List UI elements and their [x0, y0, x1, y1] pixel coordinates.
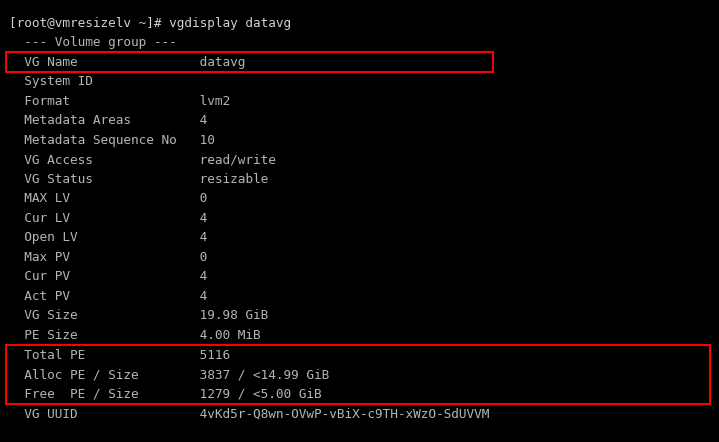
Text: PE Size                4.00 MiB: PE Size 4.00 MiB: [9, 329, 260, 342]
Bar: [6, 345, 710, 404]
Text: VG Status              resizable: VG Status resizable: [9, 173, 268, 186]
Text: VG Name                datavg: VG Name datavg: [9, 56, 245, 69]
Text: VG UUID                4vKd5r-Q8wn-OVwP-vBiX-c9TH-xWzO-SdUVVM: VG UUID 4vKd5r-Q8wn-OVwP-vBiX-c9TH-xWzO-…: [9, 407, 489, 420]
Text: VG Access              read/write: VG Access read/write: [9, 153, 275, 166]
Text: Alloc PE / Size        3837 / <14.99 GiB: Alloc PE / Size 3837 / <14.99 GiB: [9, 368, 329, 381]
Bar: [6, 52, 493, 72]
Text: System ID: System ID: [9, 75, 93, 88]
Text: MAX LV                 0: MAX LV 0: [9, 192, 207, 205]
Text: Cur LV                 4: Cur LV 4: [9, 212, 207, 225]
Text: Format                 lvm2: Format lvm2: [9, 95, 230, 108]
Text: Cur PV                 4: Cur PV 4: [9, 271, 207, 283]
Text: --- Volume group ---: --- Volume group ---: [9, 36, 176, 49]
Text: Metadata Sequence No   10: Metadata Sequence No 10: [9, 134, 214, 147]
Text: VG Size                19.98 GiB: VG Size 19.98 GiB: [9, 309, 268, 323]
Text: Open LV                4: Open LV 4: [9, 231, 207, 244]
Text: Metadata Areas         4: Metadata Areas 4: [9, 114, 207, 127]
Text: Total PE               5116: Total PE 5116: [9, 349, 230, 362]
Text: Act PV                 4: Act PV 4: [9, 290, 207, 303]
Text: Free  PE / Size        1279 / <5.00 GiB: Free PE / Size 1279 / <5.00 GiB: [9, 388, 321, 400]
Text: Max PV                 0: Max PV 0: [9, 251, 207, 264]
Text: [root@vmresizelv ~]# vgdisplay datavg: [root@vmresizelv ~]# vgdisplay datavg: [9, 16, 290, 30]
